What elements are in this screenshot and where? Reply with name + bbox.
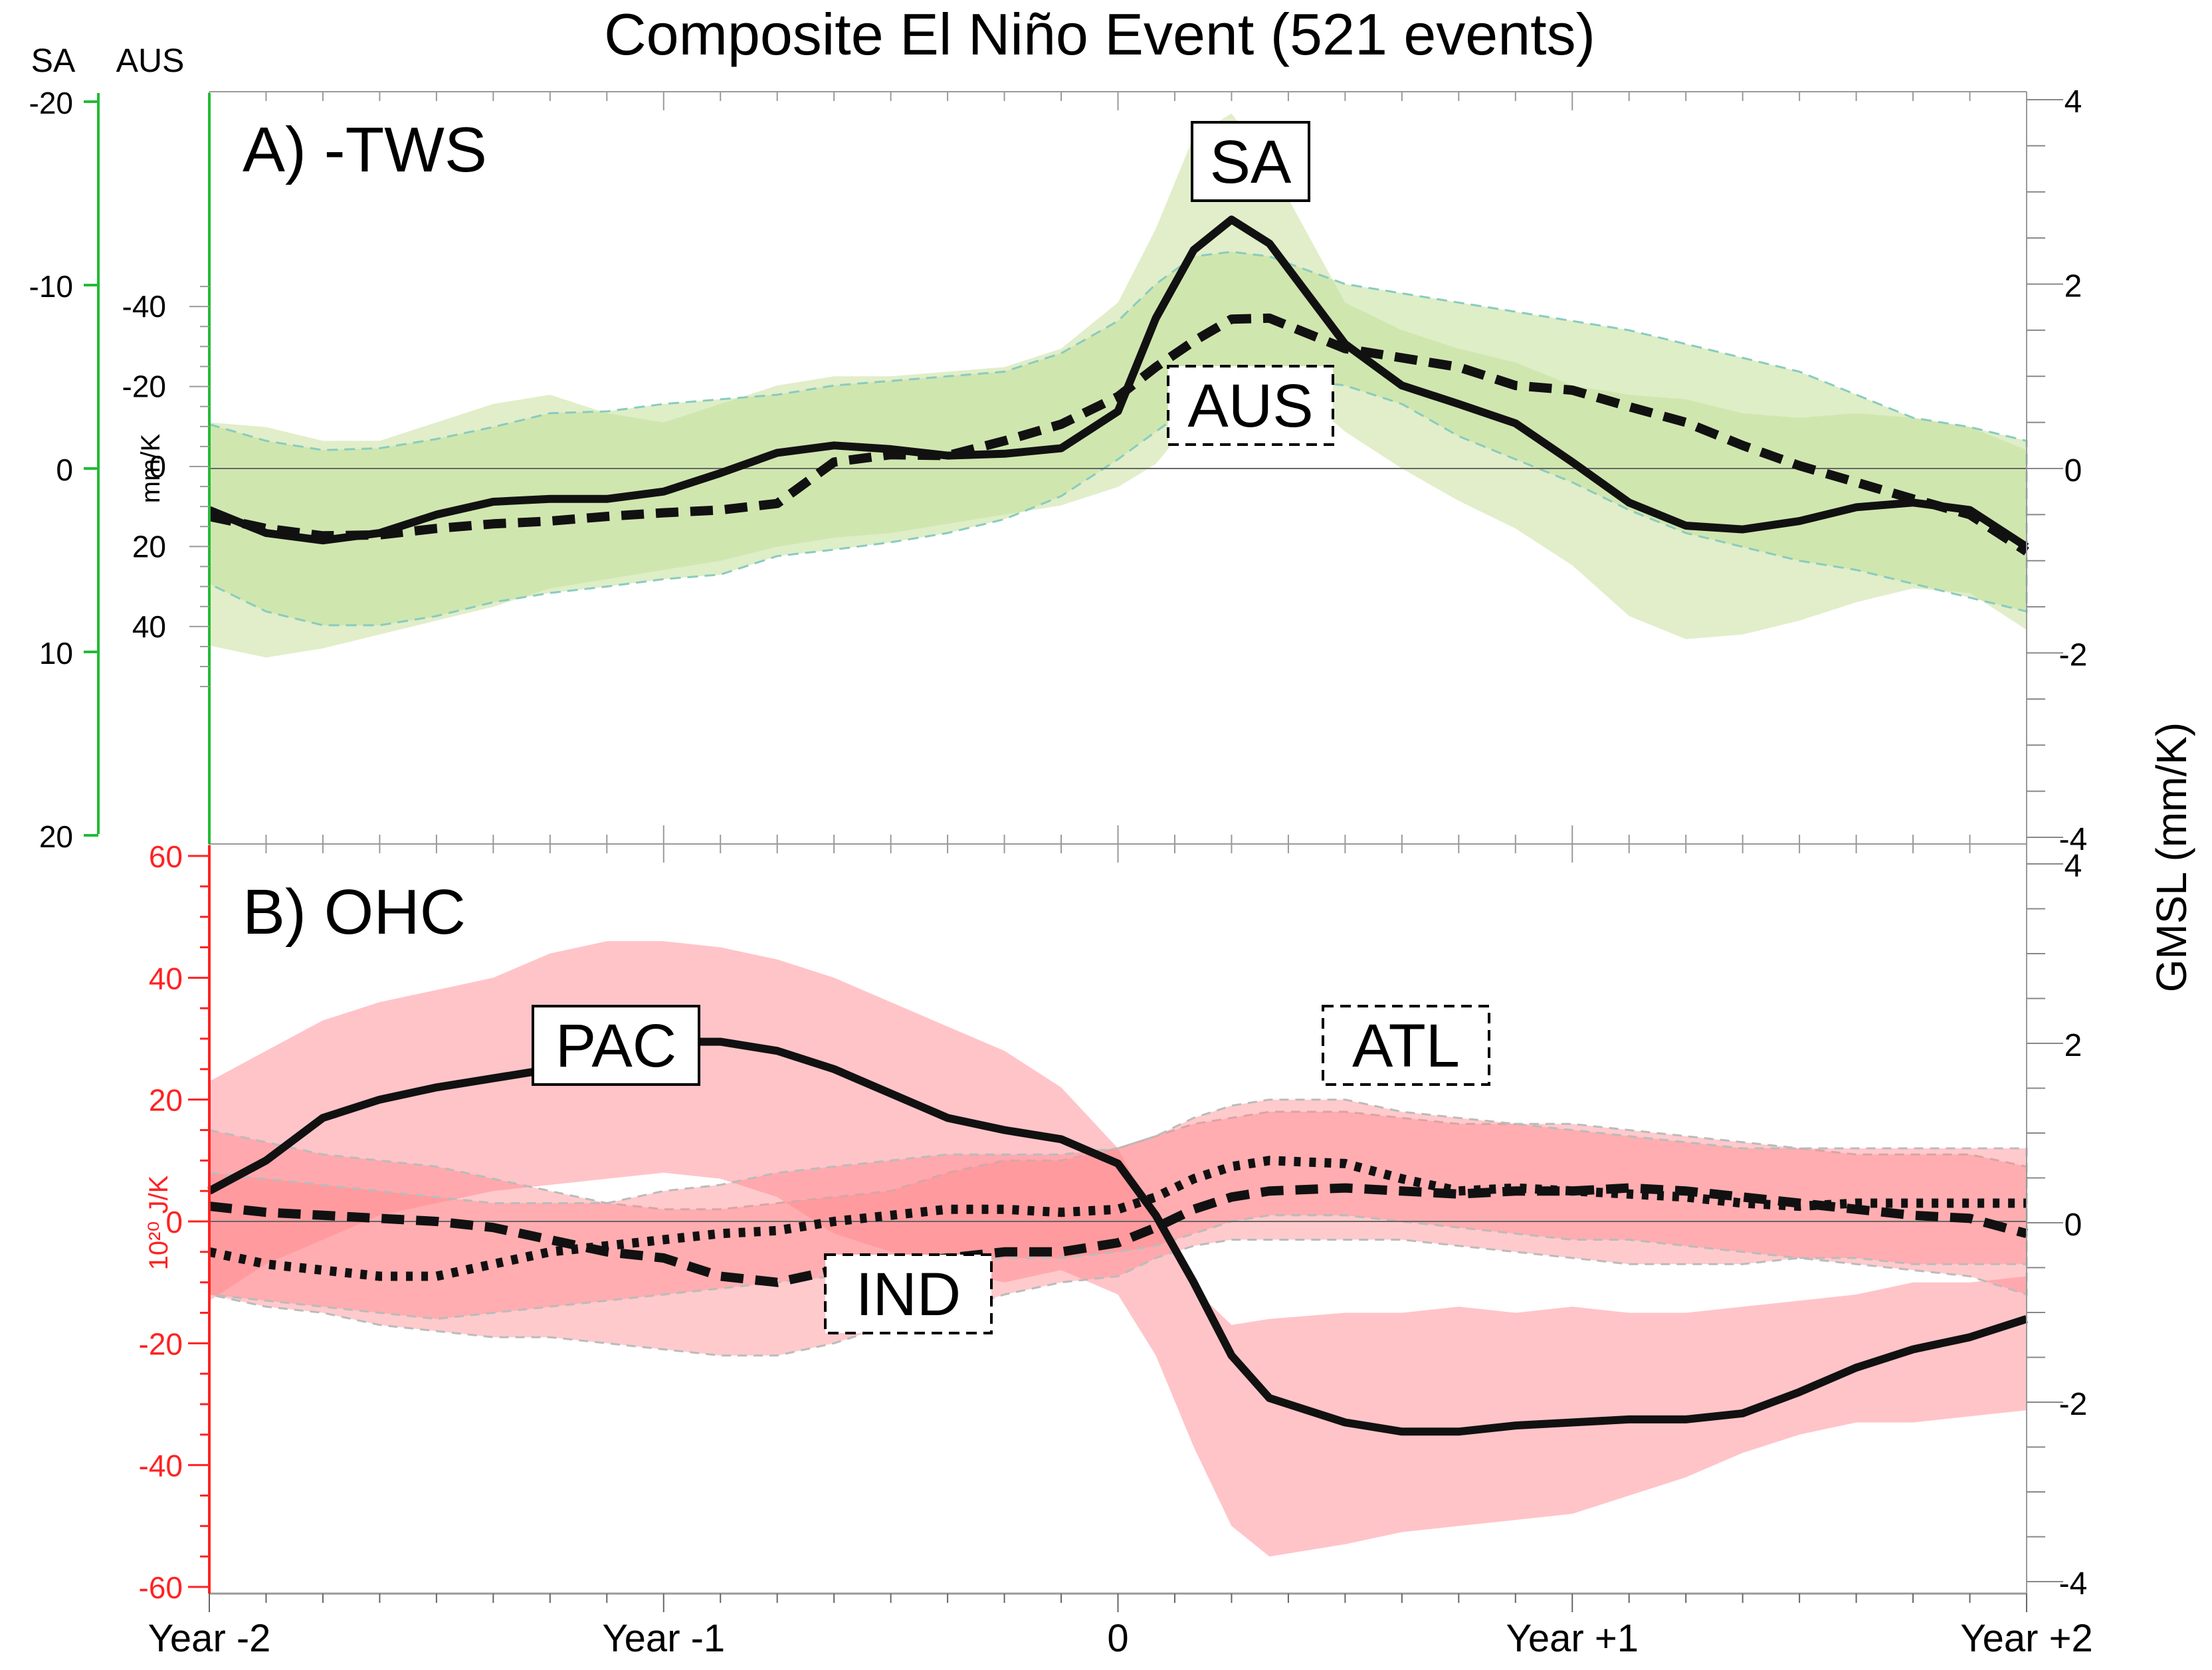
sa-tick-label: -20 bbox=[29, 86, 73, 120]
label-aus-box bbox=[1167, 365, 1334, 446]
gmsl-b-tick-label: -2 bbox=[2059, 1387, 2088, 1422]
x-tick-label: Year -1 bbox=[602, 1617, 725, 1660]
aus-axis-header: AUS bbox=[116, 42, 185, 79]
band-pac bbox=[209, 941, 2027, 1557]
ohc-tick-label: 40 bbox=[149, 961, 183, 995]
ohc-tick-label: -60 bbox=[139, 1570, 183, 1605]
sa-tick-label: 20 bbox=[39, 819, 73, 854]
aus-tick-label: 40 bbox=[132, 609, 166, 644]
panel-a-title: A) -TWS bbox=[243, 114, 487, 185]
ohc-tick-label: 60 bbox=[149, 839, 183, 874]
labels-layer: Year -2 Year -1 0 Year +1 Year +2442200-2-2-… bbox=[29, 42, 2195, 1660]
x-tick-label: Year -2 bbox=[148, 1617, 271, 1660]
ohc-tick-label: -20 bbox=[139, 1326, 183, 1361]
label-sa: SA bbox=[1210, 128, 1292, 196]
panel-a-ylabel: mm/K bbox=[136, 433, 165, 503]
sa-axis-header: SA bbox=[31, 42, 76, 79]
panel-b-ylabel: 10²⁰ J/K bbox=[144, 1175, 173, 1270]
label-sa-group: SA bbox=[1191, 121, 1310, 202]
label-ind-box bbox=[824, 1253, 993, 1334]
band-layer bbox=[208, 113, 2028, 1557]
gmsl-b-tick-label: 4 bbox=[2064, 849, 2082, 884]
series-line-ind bbox=[209, 1183, 2028, 1287]
gmsl-a-tick-label: 4 bbox=[2064, 84, 2082, 120]
series-line-atl bbox=[208, 1156, 2027, 1281]
ohc-tick-label: -40 bbox=[139, 1449, 183, 1483]
axes-layer bbox=[84, 91, 2063, 1612]
label-atl: ATL bbox=[1352, 1012, 1460, 1080]
aus-tick-label: -20 bbox=[122, 369, 166, 404]
series-layer bbox=[207, 215, 2029, 1436]
gmsl-a-tick-label: -2 bbox=[2059, 638, 2088, 673]
label-pac-box bbox=[532, 1005, 700, 1086]
gmsl-axis-label: GMSL (mm/K) bbox=[2148, 722, 2195, 993]
sa-tick-label: -10 bbox=[29, 269, 73, 304]
label-aus: AUS bbox=[1187, 372, 1313, 440]
aus-tick-label: -40 bbox=[122, 289, 166, 324]
ohc-tick-label: 20 bbox=[149, 1083, 183, 1118]
panel-b-title: B) OHC bbox=[243, 877, 466, 948]
x-tick-label: Year +1 bbox=[1506, 1617, 1639, 1660]
x-tick-label: 0 bbox=[1107, 1617, 1128, 1660]
gmsl-b-tick-label: -4 bbox=[2059, 1566, 2088, 1602]
label-ind: IND bbox=[856, 1261, 961, 1328]
sa-tick-label: 0 bbox=[56, 453, 73, 487]
label-sa-box bbox=[1191, 121, 1310, 202]
aus-tick-label: 0 bbox=[149, 449, 166, 484]
gmsl-a-tick-label: -4 bbox=[2059, 822, 2088, 857]
label-pac-group: PAC bbox=[532, 1005, 700, 1086]
chart-title: Composite El Niño Event (521 events) bbox=[604, 1, 1595, 67]
label-atl-box bbox=[1322, 1005, 1490, 1086]
gmsl-b-tick-label: 0 bbox=[2064, 1207, 2082, 1243]
grid-layer bbox=[209, 468, 2027, 1222]
ohc-tick-label: 0 bbox=[165, 1205, 183, 1239]
gmsl-a-tick-label: 2 bbox=[2064, 269, 2082, 304]
sa-tick-label: 10 bbox=[39, 636, 73, 671]
x-tick-label: Year +2 bbox=[1960, 1617, 2092, 1660]
series-line-sa bbox=[207, 215, 2029, 550]
series-line-aus bbox=[208, 313, 2029, 556]
gmsl-a-tick-label: 0 bbox=[2064, 453, 2082, 488]
label-atl-group: ATL bbox=[1322, 1005, 1490, 1086]
label-aus-group: AUS bbox=[1167, 365, 1334, 446]
label-ind-group: IND bbox=[824, 1253, 993, 1334]
gmsl-b-tick-label: 2 bbox=[2064, 1028, 2082, 1063]
aus-tick-label: 20 bbox=[132, 529, 166, 564]
series-line-pac bbox=[207, 1037, 2028, 1436]
label-pac: PAC bbox=[555, 1012, 676, 1080]
